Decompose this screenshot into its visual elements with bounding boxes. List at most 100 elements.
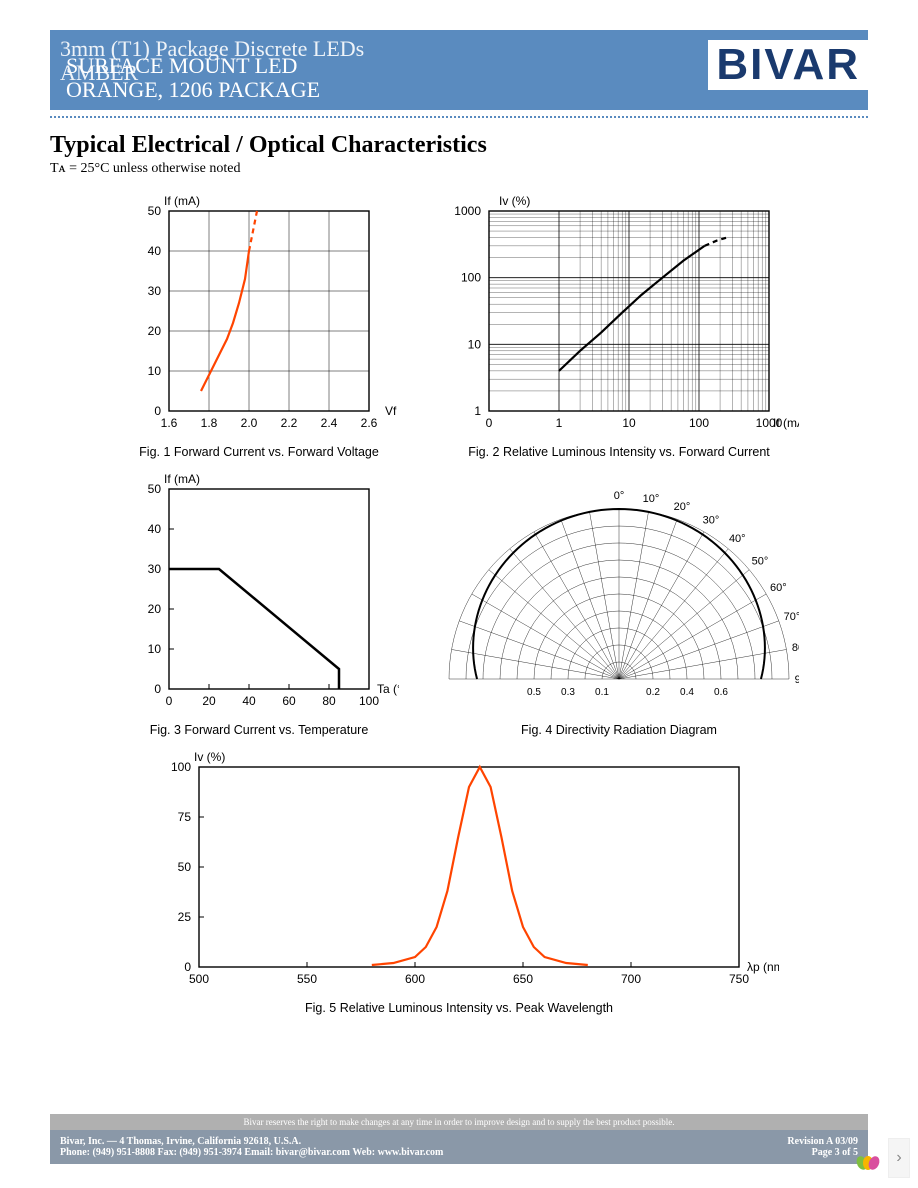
svg-text:If (mA): If (mA) [164, 472, 200, 486]
svg-text:2.4: 2.4 [321, 416, 338, 430]
svg-text:100: 100 [461, 271, 481, 285]
svg-text:50: 50 [148, 204, 162, 218]
footer-rev: Revision A 03/09 [787, 1136, 858, 1147]
svg-text:20: 20 [202, 694, 216, 708]
svg-text:1: 1 [556, 416, 563, 430]
svg-text:0.1: 0.1 [595, 687, 609, 698]
svg-text:0.4: 0.4 [680, 687, 694, 698]
svg-text:100: 100 [689, 416, 709, 430]
fig3-chart: 0 20 40 60 80 100 0 10 20 30 40 50If (mA) Ta (°C) [119, 469, 399, 719]
svg-text:λp (nm): λp (nm) [747, 960, 779, 974]
header-divider [50, 116, 868, 118]
section-subtitle: Tᴀ = 25°C unless otherwise noted [50, 161, 868, 177]
svg-text:20°: 20° [674, 501, 691, 513]
footer: Bivar reserves the right to make changes… [0, 1114, 918, 1188]
svg-text:10°: 10° [643, 493, 660, 505]
fig1-caption: Fig. 1 Forward Current vs. Forward Volta… [139, 445, 379, 459]
svg-text:If (mA): If (mA) [773, 416, 799, 430]
svg-text:90°: 90° [795, 674, 799, 686]
svg-text:Iv (%): Iv (%) [499, 194, 530, 208]
fig4-chart: 0°10°20°30°40°50°60°70°80°90°0.50.30.10.… [439, 469, 799, 719]
fig1-chart: 1.61.82.02.22.42.601020304050If (mA)Vf (… [119, 191, 399, 441]
nav-logo-icon [854, 1146, 882, 1170]
svg-text:0: 0 [154, 682, 161, 696]
svg-text:30: 30 [148, 562, 162, 576]
svg-text:50°: 50° [752, 556, 769, 568]
svg-text:50: 50 [148, 482, 162, 496]
fig4-block: 0°10°20°30°40°50°60°70°80°90°0.50.30.10.… [439, 469, 799, 737]
svg-text:1: 1 [474, 404, 481, 418]
fig5-block: 500 550 600 650 700 750 0 25 50 75 100Iv (%) λp (nm… [139, 747, 779, 1015]
svg-text:550: 550 [297, 972, 317, 986]
fig5-chart: 500 550 600 650 700 750 0 25 50 75 100Iv (%) λp (nm… [139, 747, 779, 997]
svg-text:0: 0 [154, 404, 161, 418]
footer-contact: Phone: (949) 951-8808 Fax: (949) 951-397… [60, 1147, 443, 1158]
svg-text:30: 30 [148, 284, 162, 298]
svg-text:750: 750 [729, 972, 749, 986]
fig2-chart: 011010010001101001000Iv (%)If (mA) [439, 191, 799, 441]
svg-text:600: 600 [405, 972, 425, 986]
svg-text:1.6: 1.6 [161, 416, 178, 430]
svg-text:40: 40 [148, 522, 162, 536]
svg-text:700: 700 [621, 972, 641, 986]
svg-text:0.6: 0.6 [714, 687, 728, 698]
fig3-block: 0 20 40 60 80 100 0 10 20 30 40 50If (mA) Ta (°C) Fi… [119, 469, 399, 737]
svg-text:80: 80 [322, 694, 336, 708]
svg-text:0.3: 0.3 [561, 687, 575, 698]
svg-text:1000: 1000 [454, 204, 481, 218]
svg-text:0: 0 [184, 960, 191, 974]
svg-text:0.2: 0.2 [646, 687, 660, 698]
svg-text:650: 650 [513, 972, 533, 986]
svg-text:70°: 70° [784, 611, 799, 623]
fig1-block: 1.61.82.02.22.42.601020304050If (mA)Vf (… [119, 191, 399, 459]
section-title: Typical Electrical / Optical Characteris… [50, 132, 868, 159]
footer-left: Bivar, Inc. — 4 Thomas, Irvine, Californ… [60, 1136, 443, 1158]
header: 3mm (T1) Package Discrete LEDs AMBER SUR… [0, 0, 918, 110]
svg-text:100: 100 [359, 694, 379, 708]
svg-text:0.5: 0.5 [527, 687, 541, 698]
footer-disclaimer: Bivar reserves the right to make changes… [50, 1114, 868, 1130]
svg-text:80°: 80° [792, 642, 799, 654]
footer-page: Page 3 of 5 [787, 1147, 858, 1158]
svg-text:Vf (V): Vf (V) [385, 404, 399, 418]
svg-text:10: 10 [622, 416, 636, 430]
svg-text:40: 40 [242, 694, 256, 708]
svg-text:500: 500 [189, 972, 209, 986]
svg-text:2.0: 2.0 [241, 416, 258, 430]
next-page-button[interactable]: › [888, 1138, 910, 1178]
svg-text:If (mA): If (mA) [164, 194, 200, 208]
svg-text:10: 10 [468, 337, 482, 351]
fig5-caption: Fig. 5 Relative Luminous Intensity vs. P… [305, 1001, 613, 1015]
footer-bar: Bivar, Inc. — 4 Thomas, Irvine, Californ… [50, 1130, 868, 1164]
title-ghost-2: AMBER [60, 60, 138, 86]
svg-text:Iv (%): Iv (%) [194, 750, 225, 764]
svg-text:20: 20 [148, 324, 162, 338]
page-nav: › [854, 1138, 910, 1178]
svg-text:30°: 30° [703, 515, 720, 527]
title-ghost-1: 3mm (T1) Package Discrete LEDs [60, 36, 364, 62]
svg-text:Ta (°C): Ta (°C) [377, 682, 399, 696]
fig2-caption: Fig. 2 Relative Luminous Intensity vs. F… [468, 445, 770, 459]
logo: BIVAR [708, 40, 868, 90]
fig3-caption: Fig. 3 Forward Current vs. Temperature [150, 723, 369, 737]
svg-text:10: 10 [148, 364, 162, 378]
svg-text:10: 10 [148, 642, 162, 656]
svg-text:50: 50 [178, 860, 192, 874]
svg-text:1.8: 1.8 [201, 416, 218, 430]
svg-text:40: 40 [148, 244, 162, 258]
header-bar: 3mm (T1) Package Discrete LEDs AMBER SUR… [50, 30, 868, 110]
footer-addr: Bivar, Inc. — 4 Thomas, Irvine, Californ… [60, 1136, 443, 1147]
svg-text:40°: 40° [729, 533, 746, 545]
svg-text:20: 20 [148, 602, 162, 616]
fig2-block: 011010010001101001000Iv (%)If (mA) Fig. … [439, 191, 799, 459]
svg-text:25: 25 [178, 910, 192, 924]
charts-region: 1.61.82.02.22.42.601020304050If (mA)Vf (… [0, 185, 918, 1015]
footer-right: Revision A 03/09 Page 3 of 5 [787, 1136, 858, 1158]
svg-text:0: 0 [166, 694, 173, 708]
svg-text:2.6: 2.6 [361, 416, 378, 430]
svg-text:60°: 60° [770, 582, 787, 594]
fig4-caption: Fig. 4 Directivity Radiation Diagram [521, 723, 717, 737]
svg-text:60: 60 [282, 694, 296, 708]
svg-text:75: 75 [178, 810, 192, 824]
svg-text:100: 100 [171, 760, 191, 774]
